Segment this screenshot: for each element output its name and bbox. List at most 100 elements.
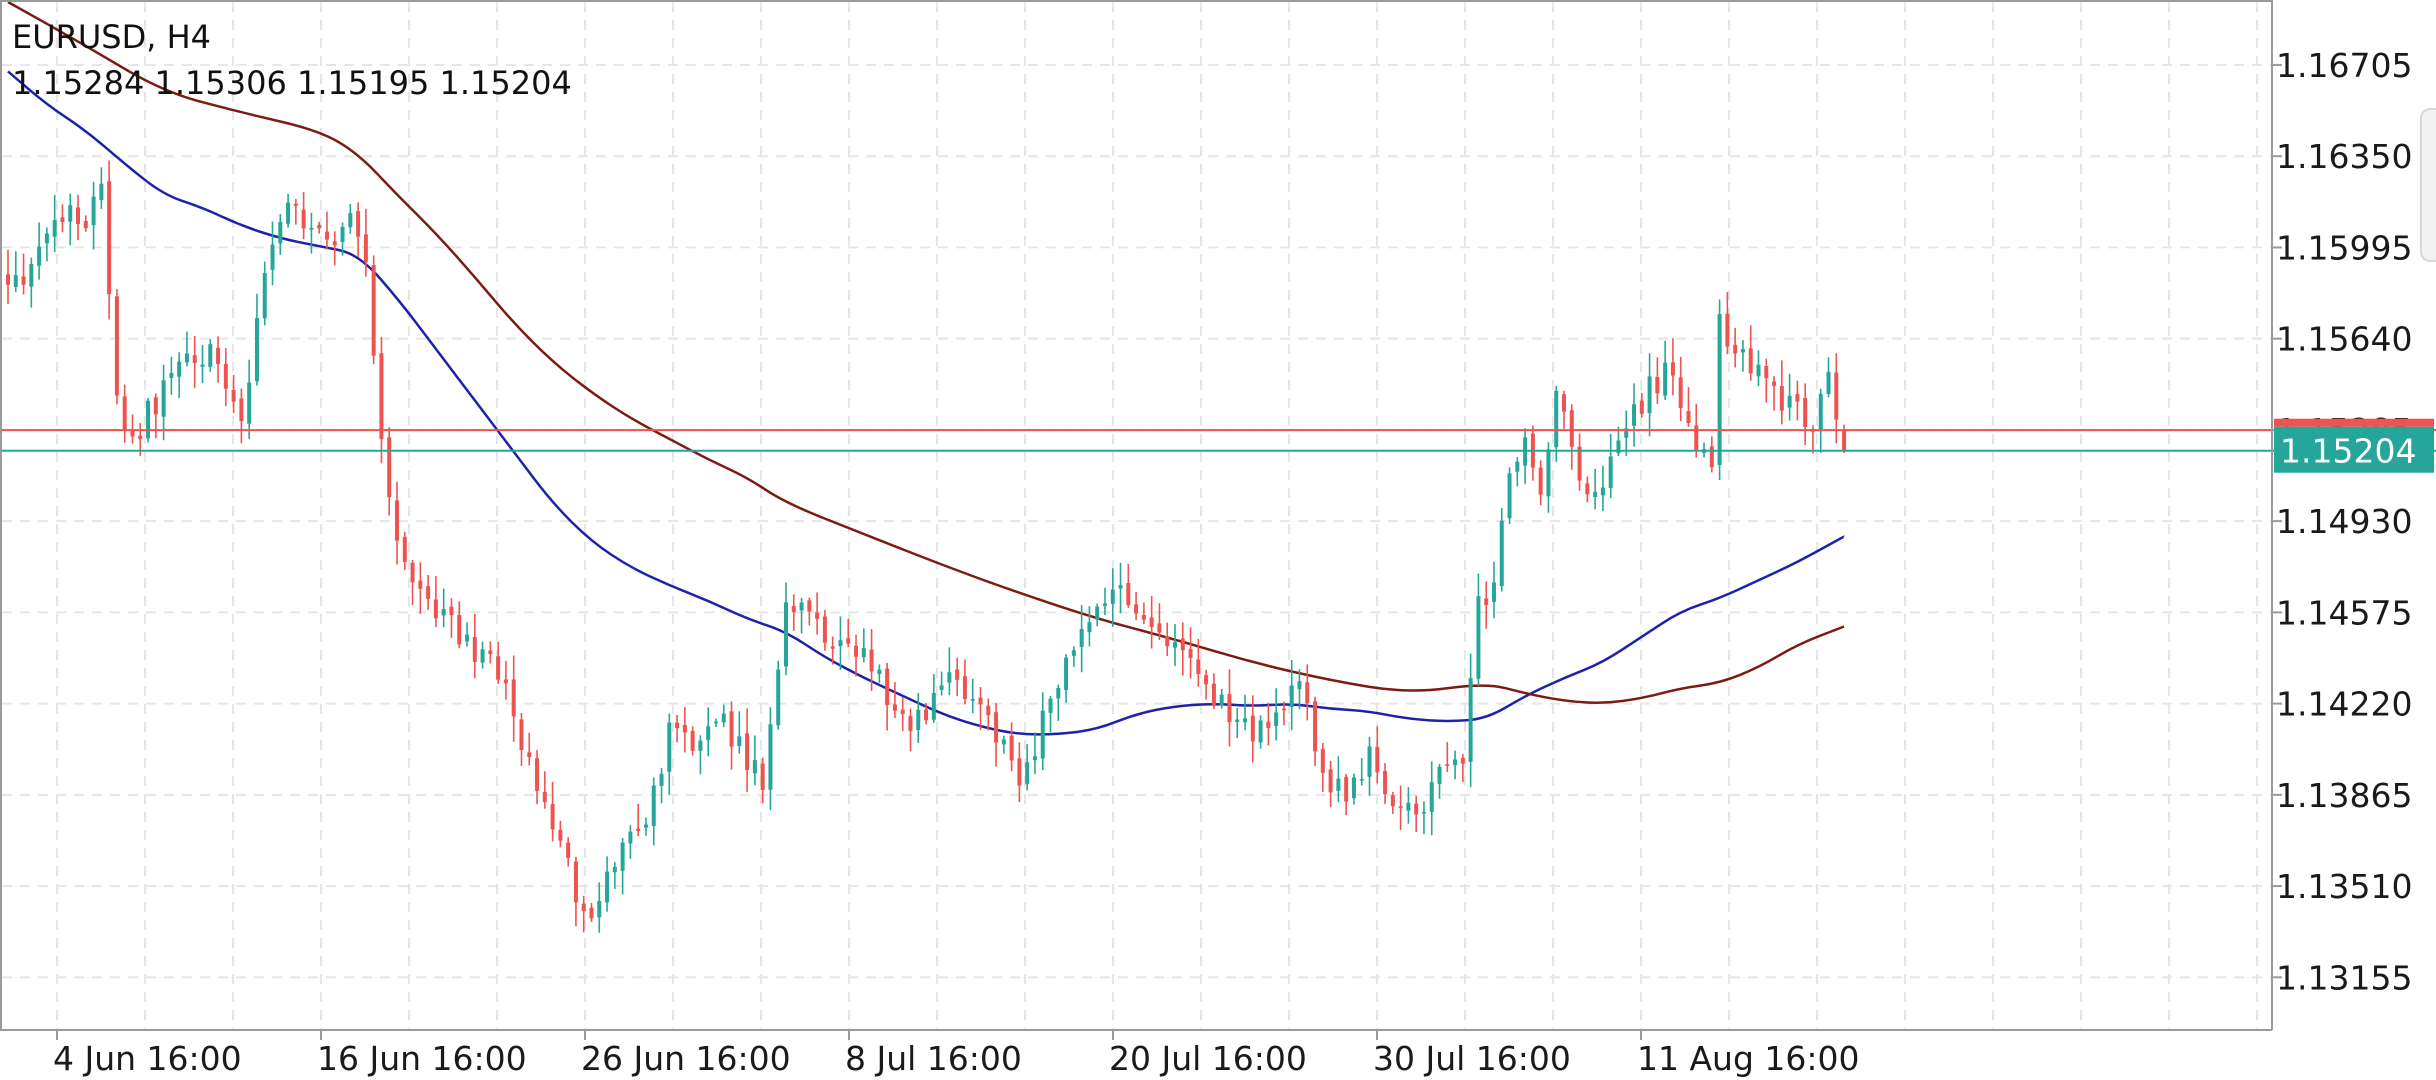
candle[interactable]	[6, 249, 10, 304]
candle[interactable]	[301, 192, 306, 240]
candle[interactable]	[994, 703, 999, 767]
candle[interactable]	[488, 641, 493, 664]
candle[interactable]	[947, 647, 952, 696]
candle[interactable]	[1390, 791, 1395, 814]
candle[interactable]	[99, 167, 104, 209]
candle[interactable]	[931, 674, 936, 723]
candle[interactable]	[955, 657, 960, 697]
candle[interactable]	[208, 339, 213, 372]
candle[interactable]	[822, 609, 827, 651]
candle[interactable]	[457, 601, 462, 649]
candle[interactable]	[153, 393, 158, 439]
candle[interactable]	[620, 837, 625, 895]
candle[interactable]	[1406, 787, 1411, 824]
candle[interactable]	[177, 352, 182, 399]
candle[interactable]	[21, 253, 26, 295]
candle[interactable]	[387, 427, 392, 516]
candle[interactable]	[184, 331, 189, 367]
candle[interactable]	[1740, 340, 1745, 372]
candle[interactable]	[628, 825, 633, 859]
candle[interactable]	[1499, 508, 1504, 592]
candle[interactable]	[542, 771, 547, 809]
candle[interactable]	[1678, 356, 1683, 422]
candle[interactable]	[1227, 669, 1232, 747]
candle[interactable]	[1025, 744, 1030, 791]
candle[interactable]	[286, 193, 291, 228]
candle[interactable]	[1834, 353, 1839, 444]
candle[interactable]	[247, 359, 252, 440]
candle[interactable]	[768, 707, 773, 811]
candle[interactable]	[1803, 383, 1808, 446]
candle[interactable]	[986, 698, 991, 731]
candle[interactable]	[1017, 742, 1022, 803]
candle[interactable]	[729, 701, 734, 770]
candle[interactable]	[114, 288, 119, 405]
candle[interactable]	[1375, 726, 1380, 784]
candle[interactable]	[667, 713, 672, 795]
candle[interactable]	[1491, 561, 1496, 619]
candle[interactable]	[846, 618, 851, 648]
candle[interactable]	[122, 384, 127, 443]
candle[interactable]	[1297, 669, 1302, 710]
candle[interactable]	[589, 902, 594, 922]
candle[interactable]	[1733, 327, 1738, 368]
candle[interactable]	[1600, 465, 1605, 512]
candle[interactable]	[239, 388, 244, 444]
candle[interactable]	[1507, 467, 1512, 524]
candles[interactable]	[6, 160, 1847, 933]
candle[interactable]	[854, 634, 859, 677]
candle[interactable]	[426, 574, 431, 610]
candle[interactable]	[830, 636, 835, 665]
candle[interactable]	[317, 221, 322, 234]
candle[interactable]	[1717, 299, 1722, 481]
candle[interactable]	[1772, 376, 1777, 411]
candle[interactable]	[13, 251, 18, 292]
candle[interactable]	[146, 397, 151, 443]
candle[interactable]	[1577, 433, 1582, 491]
candle[interactable]	[76, 194, 81, 241]
candle[interactable]	[1359, 758, 1364, 786]
candle[interactable]	[861, 628, 866, 663]
price-axis[interactable]: 1.167051.163501.159951.156401.152851.149…	[2272, 46, 2412, 997]
candle[interactable]	[807, 597, 812, 626]
candle[interactable]	[1243, 694, 1248, 731]
candle[interactable]	[278, 214, 283, 255]
candle[interactable]	[1367, 736, 1372, 796]
candle[interactable]	[737, 711, 742, 754]
candle[interactable]	[37, 222, 42, 280]
candle[interactable]	[900, 697, 905, 731]
candle[interactable]	[363, 208, 368, 277]
candle[interactable]	[675, 714, 680, 743]
candle[interactable]	[978, 687, 983, 730]
candle[interactable]	[1204, 669, 1209, 700]
candle[interactable]	[573, 856, 578, 927]
candle[interactable]	[356, 202, 361, 257]
candle[interactable]	[1468, 653, 1473, 788]
candle[interactable]	[1826, 357, 1831, 398]
candle[interactable]	[1095, 603, 1100, 627]
candle[interactable]	[348, 204, 353, 234]
candle[interactable]	[1305, 664, 1310, 721]
candle[interactable]	[130, 414, 135, 444]
candle[interactable]	[1126, 563, 1131, 608]
candle[interactable]	[550, 781, 555, 842]
candle[interactable]	[1453, 750, 1458, 780]
candle[interactable]	[1344, 773, 1349, 816]
candle[interactable]	[745, 708, 750, 793]
candle[interactable]	[527, 732, 532, 766]
candle[interactable]	[1196, 639, 1201, 687]
candle[interactable]	[908, 708, 913, 752]
candle[interactable]	[1157, 603, 1162, 641]
candle[interactable]	[1118, 562, 1123, 614]
candle[interactable]	[659, 768, 664, 804]
candle[interactable]	[169, 356, 174, 395]
candle[interactable]	[161, 364, 166, 441]
candle[interactable]	[1188, 627, 1193, 679]
candle[interactable]	[379, 337, 384, 464]
candle[interactable]	[916, 692, 921, 744]
candle[interactable]	[1141, 602, 1146, 625]
candle[interactable]	[410, 560, 415, 605]
candle[interactable]	[1266, 702, 1271, 746]
candle[interactable]	[1235, 708, 1240, 738]
candle[interactable]	[1289, 660, 1294, 731]
